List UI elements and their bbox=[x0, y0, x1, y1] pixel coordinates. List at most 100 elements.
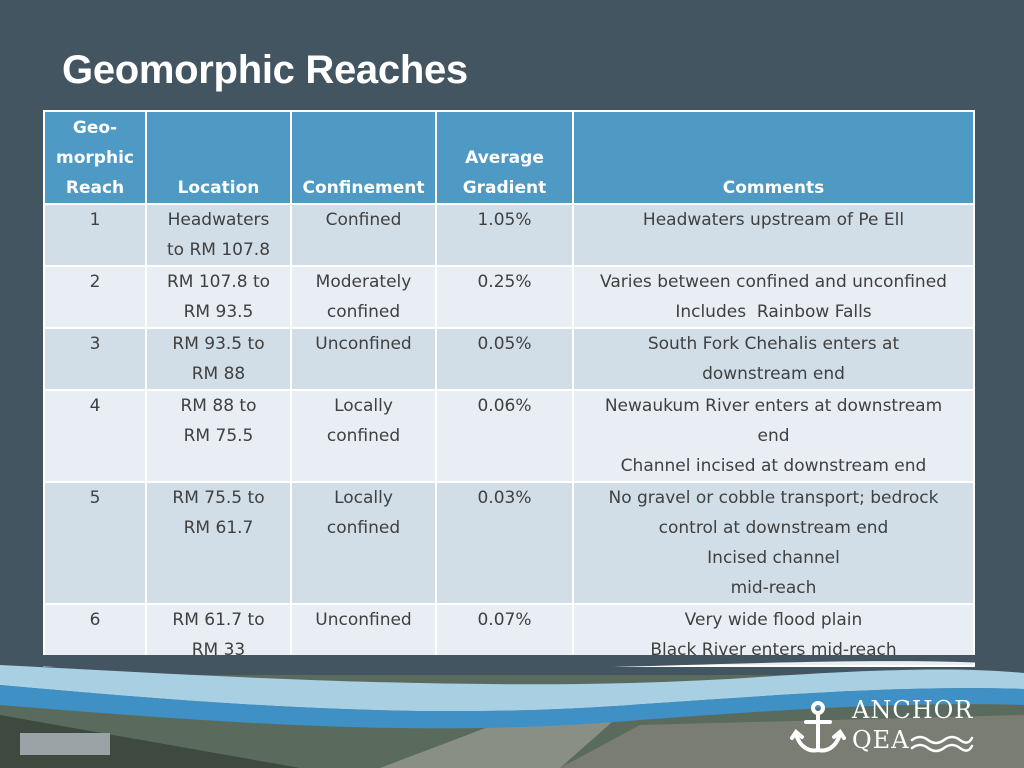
comments-cell: No gravel or cobble transport; bedrock c… bbox=[572, 481, 975, 605]
cell-text: RM 107.8 to bbox=[166, 272, 271, 292]
location-cell: Headwaters to RM 107.8 bbox=[145, 203, 292, 267]
table-row: 5 RM 75.5 to RM 61.7 Locally confined 0.… bbox=[43, 481, 975, 605]
cell-text: RM 93.5 bbox=[183, 302, 254, 322]
anchor-icon bbox=[790, 701, 846, 753]
wave-light-band bbox=[0, 665, 1024, 712]
cell-text: RM 88 to bbox=[180, 396, 257, 416]
cell-text: control at downstream end bbox=[658, 518, 889, 538]
confinement-cell: Confined bbox=[290, 203, 437, 267]
header-text: Location bbox=[177, 178, 260, 198]
header-location: Location bbox=[145, 110, 292, 205]
reach-cell: 5 bbox=[43, 481, 147, 605]
cell-text: confined bbox=[326, 426, 401, 446]
cell-text: RM 61.7 to bbox=[172, 610, 265, 630]
comments-cell: Headwaters upstream of Pe Ell bbox=[572, 203, 975, 267]
cell-text: RM 88 bbox=[191, 364, 246, 384]
cell-text: Moderately bbox=[315, 272, 412, 292]
cell-text: 2 bbox=[89, 272, 101, 292]
cell-text: Varies between confined and unconfined bbox=[600, 272, 947, 292]
gradient-cell: 1.05% bbox=[435, 203, 574, 267]
reach-cell: 3 bbox=[43, 327, 147, 391]
cell-text: 0.05% bbox=[477, 334, 532, 354]
header-text: Comments bbox=[722, 178, 825, 198]
cell-text: 1 bbox=[89, 210, 101, 230]
location-cell: RM 75.5 to RM 61.7 bbox=[145, 481, 292, 605]
cell-text: Locally bbox=[334, 396, 393, 416]
logo-anchor-text: ANCHOR bbox=[852, 696, 974, 724]
cell-text: Incised channel bbox=[707, 548, 840, 568]
aerial-photo-buildings bbox=[20, 733, 110, 755]
location-cell: RM 93.5 to RM 88 bbox=[145, 327, 292, 391]
cell-text: RM 75.5 to bbox=[172, 488, 265, 508]
cell-text: Includes Rainbow Falls bbox=[675, 302, 872, 322]
table-row: 3 RM 93.5 to RM 88 Unconfined 0.05% Sout… bbox=[43, 327, 975, 391]
comments-cell: South Fork Chehalis enters at downstream… bbox=[572, 327, 975, 391]
cell-text: 0.03% bbox=[477, 488, 532, 508]
cell-text: Channel incised at downstream end bbox=[620, 456, 927, 476]
header-comments: Comments bbox=[572, 110, 975, 205]
table-header-row: Geo- morphic Reach Location Confinement … bbox=[43, 110, 975, 205]
gradient-cell: 0.06% bbox=[435, 389, 574, 483]
cell-text: downstream end bbox=[702, 364, 845, 384]
location-cell: RM 88 to RM 75.5 bbox=[145, 389, 292, 483]
cell-text: end bbox=[757, 426, 790, 446]
header-reach: Geo- morphic Reach bbox=[43, 110, 147, 205]
cell-text: Locally bbox=[334, 488, 393, 508]
cell-text: South Fork Chehalis enters at bbox=[647, 334, 900, 354]
table-row: 2 RM 107.8 to RM 93.5 Moderately confine… bbox=[43, 265, 975, 329]
reaches-table: Geo- morphic Reach Location Confinement … bbox=[43, 110, 975, 667]
header-text: Reach bbox=[65, 178, 125, 198]
cell-text: 6 bbox=[89, 610, 101, 630]
cell-text: RM 93.5 to bbox=[172, 334, 265, 354]
wave-top-fill bbox=[0, 655, 1024, 672]
cell-text: Unconfined bbox=[315, 610, 412, 630]
reach-cell: 4 bbox=[43, 389, 147, 483]
cell-text: RM 61.7 bbox=[183, 518, 254, 538]
cell-text: 5 bbox=[89, 488, 101, 508]
header-text: Confinement bbox=[302, 178, 425, 198]
cell-text: 0.07% bbox=[477, 610, 532, 630]
confinement-cell: Moderately confined bbox=[290, 265, 437, 329]
confinement-cell: Unconfined bbox=[290, 327, 437, 391]
cell-text: RM 75.5 bbox=[183, 426, 254, 446]
cell-text: Very wide flood plain bbox=[684, 610, 863, 630]
confinement-cell: Locally confined bbox=[290, 481, 437, 605]
comments-cell: Varies between confined and unconfined I… bbox=[572, 265, 975, 329]
header-text: Gradient bbox=[462, 178, 547, 198]
cell-text: 0.25% bbox=[477, 272, 532, 292]
header-text: Geo- bbox=[72, 118, 118, 138]
aerial-photo-highway bbox=[380, 715, 620, 768]
confinement-cell: Locally confined bbox=[290, 389, 437, 483]
gradient-cell: 0.03% bbox=[435, 481, 574, 605]
cell-text: Newaukum River enters at downstream bbox=[604, 396, 943, 416]
location-cell: RM 107.8 to RM 93.5 bbox=[145, 265, 292, 329]
cell-text: Headwaters bbox=[167, 210, 270, 230]
cell-text: to RM 107.8 bbox=[166, 240, 271, 260]
cell-text: Headwaters upstream of Pe Ell bbox=[642, 210, 905, 230]
header-text: Average bbox=[465, 148, 544, 168]
cell-text: confined bbox=[326, 518, 401, 538]
cell-text: No gravel or cobble transport; bedrock bbox=[608, 488, 939, 508]
gradient-cell: 0.05% bbox=[435, 327, 574, 391]
header-text: morphic bbox=[56, 148, 134, 168]
comments-cell: Newaukum River enters at downstream end … bbox=[572, 389, 975, 483]
cell-text: 1.05% bbox=[477, 210, 532, 230]
cell-text: confined bbox=[326, 302, 401, 322]
gradient-cell: 0.25% bbox=[435, 265, 574, 329]
header-gradient: Average Gradient bbox=[435, 110, 574, 205]
cell-text: 4 bbox=[89, 396, 101, 416]
aerial-photo-floodplain bbox=[560, 715, 1024, 768]
slide-title: Geomorphic Reaches bbox=[62, 48, 468, 92]
logo-waves-icon bbox=[910, 735, 974, 753]
cell-text: Unconfined bbox=[315, 334, 412, 354]
table-row: 1 Headwaters to RM 107.8 Confined 1.05% … bbox=[43, 203, 975, 267]
cell-text: 0.06% bbox=[477, 396, 532, 416]
cell-text: mid-reach bbox=[730, 578, 817, 598]
anchor-qea-logo: ANCHOR QEA bbox=[790, 696, 990, 760]
reach-cell: 2 bbox=[43, 265, 147, 329]
header-confinement: Confinement bbox=[290, 110, 437, 205]
bottom-wave-banner bbox=[0, 655, 1024, 768]
cell-text: 3 bbox=[89, 334, 101, 354]
reach-cell: 1 bbox=[43, 203, 147, 267]
cell-text: Confined bbox=[325, 210, 402, 230]
